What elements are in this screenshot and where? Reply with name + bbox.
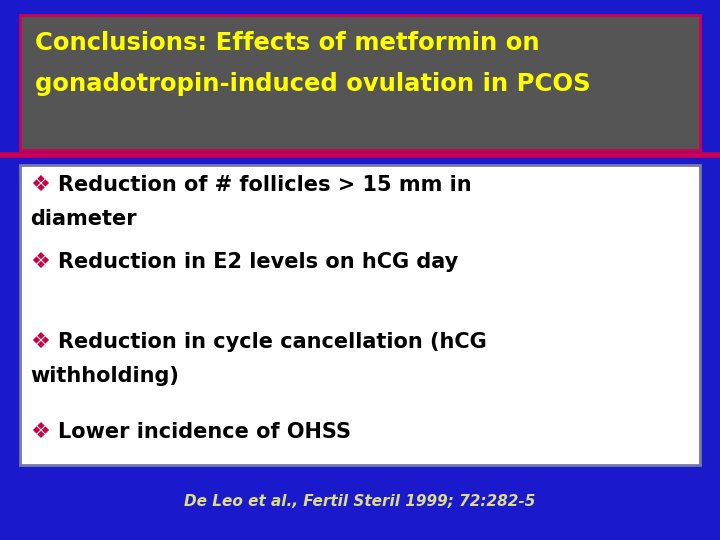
Text: Conclusions: Effects of metformin on: Conclusions: Effects of metformin on	[35, 31, 539, 55]
Text: Reduction of # follicles > 15 mm in: Reduction of # follicles > 15 mm in	[58, 175, 472, 195]
Text: Lower incidence of OHSS: Lower incidence of OHSS	[58, 422, 351, 442]
Text: ❖: ❖	[30, 332, 50, 352]
FancyBboxPatch shape	[20, 15, 700, 150]
FancyBboxPatch shape	[20, 165, 700, 465]
Text: diameter: diameter	[30, 209, 137, 229]
Text: gonadotropin-induced ovulation in PCOS: gonadotropin-induced ovulation in PCOS	[35, 72, 590, 96]
Text: Reduction in E2 levels on hCG day: Reduction in E2 levels on hCG day	[58, 252, 458, 272]
Text: De Leo et al., Fertil Steril 1999; 72:282-5: De Leo et al., Fertil Steril 1999; 72:28…	[184, 495, 536, 510]
Text: Reduction in cycle cancellation (hCG: Reduction in cycle cancellation (hCG	[58, 332, 487, 352]
Text: ❖: ❖	[30, 422, 50, 442]
Text: withholding): withholding)	[30, 366, 179, 386]
Text: ❖: ❖	[30, 252, 50, 272]
Text: ❖: ❖	[30, 175, 50, 195]
